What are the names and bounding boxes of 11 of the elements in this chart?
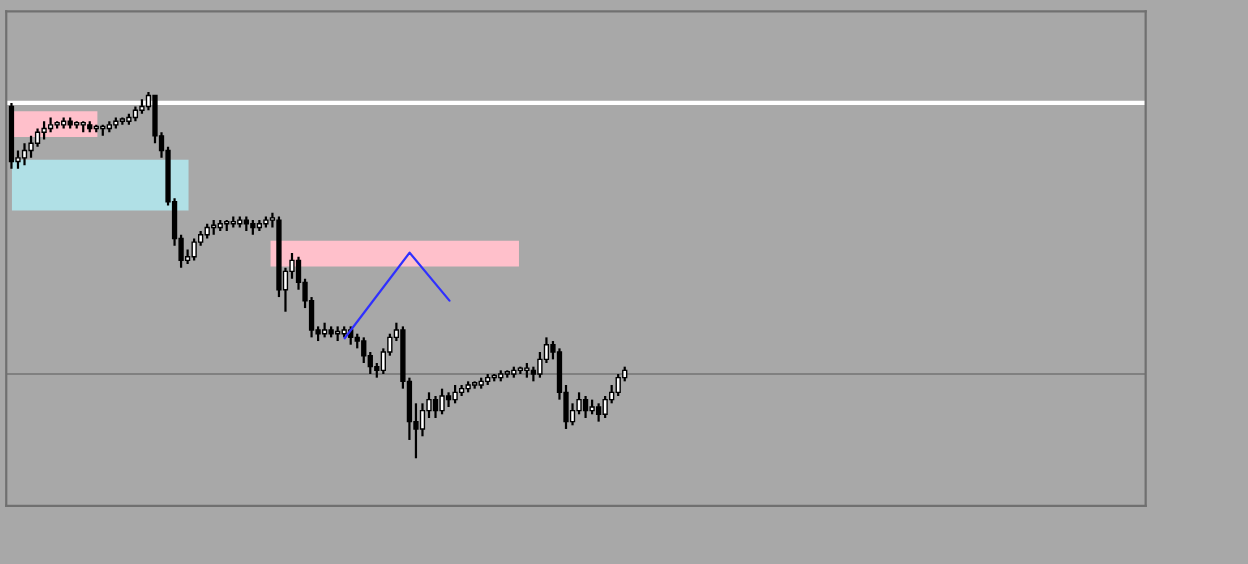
candlestick — [439, 387, 445, 416]
candlestick — [582, 394, 589, 420]
candlestick — [615, 372, 621, 398]
candlestick — [191, 237, 197, 262]
candlestick — [452, 383, 458, 405]
candlestick — [432, 394, 439, 420]
candlestick — [41, 120, 47, 141]
candlestick — [445, 391, 452, 409]
candlestick — [595, 402, 602, 423]
candlestick — [21, 142, 28, 167]
candlestick — [28, 134, 34, 159]
